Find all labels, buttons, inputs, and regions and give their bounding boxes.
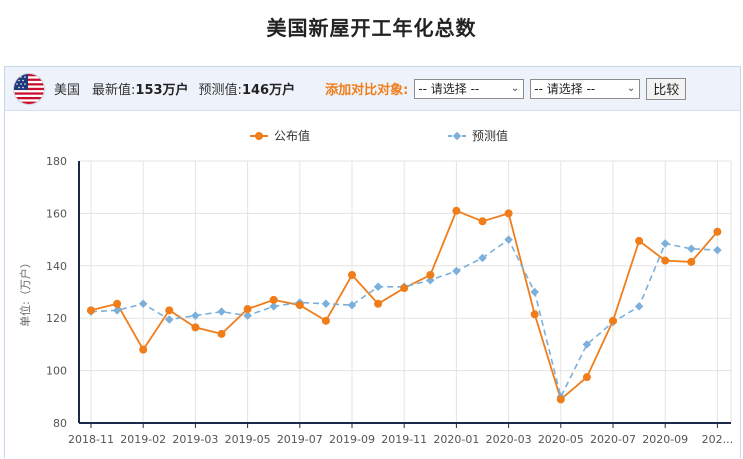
chart-legend: 公布值 预测值 xyxy=(5,127,740,145)
chevron-down-icon: ⌄ xyxy=(626,83,636,94)
actual-point[interactable] xyxy=(582,373,591,382)
forecast-point[interactable] xyxy=(217,307,226,316)
forecast-point[interactable] xyxy=(582,340,592,349)
forecast-point[interactable] xyxy=(634,302,644,311)
actual-point[interactable] xyxy=(321,316,330,325)
x-tick-label: 2019-02 xyxy=(120,433,166,446)
y-tick-label: 100 xyxy=(46,365,67,378)
actual-point[interactable] xyxy=(661,256,670,265)
toolbar: 美国 最新值: 153万户 预测值: 146万户 添加对比对象: -- 请选择 … xyxy=(5,67,740,111)
forecast-label: 预测值: xyxy=(198,83,242,98)
x-tick-label: 2019-11 xyxy=(381,433,427,446)
compare-button[interactable]: 比较 xyxy=(646,77,687,100)
x-tick-label: 2019-09 xyxy=(329,433,375,446)
y-tick-label: 160 xyxy=(46,207,67,220)
actual-point[interactable] xyxy=(426,270,435,279)
legend-label-actual: 公布值 xyxy=(274,129,311,143)
forecast-point[interactable] xyxy=(269,302,278,311)
forecast-point[interactable] xyxy=(530,287,539,297)
actual-point[interactable] xyxy=(348,270,356,279)
page-title: 美国新屋开工年化总数 xyxy=(266,16,477,40)
legend-swatch-forecast xyxy=(448,131,466,140)
country-name: 美国 xyxy=(54,83,81,98)
line-chart: 80 100 120 140 160 180 2018-11 2019-02 2019-03 20… xyxy=(18,155,734,446)
actual-point[interactable] xyxy=(217,329,226,338)
compare-label: 添加对比对象: xyxy=(325,83,409,98)
actual-point[interactable] xyxy=(374,299,383,308)
latest-value: 153万户 xyxy=(135,83,189,98)
actual-point[interactable] xyxy=(609,316,617,325)
latest-label: 最新值: xyxy=(92,83,136,98)
y-tick-label: 80 xyxy=(53,417,67,430)
actual-point[interactable] xyxy=(295,301,304,310)
x-tick-label: 202... xyxy=(702,433,734,446)
actual-point[interactable] xyxy=(530,310,539,319)
forecast-point[interactable] xyxy=(191,311,200,320)
y-axis-title: 单位:（万户） xyxy=(18,257,32,327)
x-tick-label: 2020-01 xyxy=(433,433,479,446)
x-tick-label: 2020-07 xyxy=(590,433,636,446)
forecast-point[interactable] xyxy=(687,244,696,254)
actual-point[interactable] xyxy=(635,236,644,245)
x-tick-label: 2018-11 xyxy=(68,433,114,446)
compare-select-1-value: -- 请选择 -- xyxy=(418,82,480,96)
forecast-point[interactable] xyxy=(713,245,722,255)
forecast-point[interactable] xyxy=(347,300,357,310)
x-tick-label: 2019-07 xyxy=(277,433,323,446)
x-tick-label: 2020-03 xyxy=(486,433,532,446)
forecast-point[interactable] xyxy=(165,315,174,324)
actual-point[interactable] xyxy=(165,306,174,315)
legend-label-forecast: 预测值 xyxy=(472,129,509,143)
forecast-point[interactable] xyxy=(373,282,383,292)
forecast-value: 146万户 xyxy=(241,83,296,98)
actual-point[interactable] xyxy=(191,323,200,332)
forecast-point[interactable] xyxy=(478,253,487,263)
forecast-point[interactable] xyxy=(452,266,461,276)
actual-point[interactable] xyxy=(139,345,148,354)
legend-swatch-actual xyxy=(250,131,268,140)
actual-point[interactable] xyxy=(504,209,513,218)
y-tick-label: 140 xyxy=(46,260,67,273)
forecast-point[interactable] xyxy=(243,311,252,320)
actual-point[interactable] xyxy=(713,227,722,236)
forecast-point[interactable] xyxy=(112,306,122,315)
actual-point[interactable] xyxy=(687,257,696,266)
legend-item-forecast[interactable]: 预测值 xyxy=(448,127,508,144)
us-flag-icon xyxy=(14,73,44,104)
y-tick-label: 120 xyxy=(46,312,67,325)
forecast-point[interactable] xyxy=(660,239,670,248)
actual-point[interactable] xyxy=(243,305,252,314)
forecast-point[interactable] xyxy=(504,235,513,244)
x-tick-label: 2020-05 xyxy=(538,433,584,446)
actual-point[interactable] xyxy=(87,306,95,315)
forecast-point[interactable] xyxy=(321,299,331,309)
indicator-panel: 美国 最新值: 153万户 预测值: 146万户 添加对比对象: -- 请选择 … xyxy=(4,66,741,458)
compare-select-2[interactable]: -- 请选择 -- ⌄ xyxy=(530,78,641,99)
actual-point[interactable] xyxy=(556,395,565,404)
actual-point[interactable] xyxy=(452,206,461,215)
y-tick-label: 180 xyxy=(46,155,67,168)
chevron-down-icon: ⌄ xyxy=(510,83,520,94)
actual-point[interactable] xyxy=(400,284,409,293)
compare-select-1[interactable]: -- 请选择 -- ⌄ xyxy=(414,78,525,99)
x-tick-label: 2020-09 xyxy=(642,433,688,446)
actual-point[interactable] xyxy=(113,299,122,308)
x-tick-label: 2019-05 xyxy=(225,433,271,446)
compare-select-2-value: -- 请选择 -- xyxy=(534,82,596,96)
legend-item-actual[interactable]: 公布值 xyxy=(250,127,310,144)
x-tick-label: 2019-03 xyxy=(172,433,218,446)
actual-point[interactable] xyxy=(269,295,278,304)
forecast-point[interactable] xyxy=(138,299,148,309)
actual-point[interactable] xyxy=(478,217,487,226)
